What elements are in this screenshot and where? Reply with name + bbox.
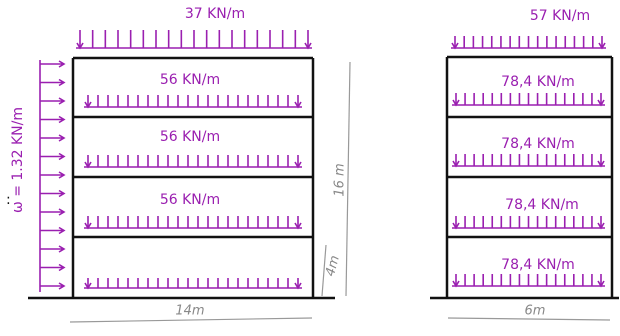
load-arrow	[40, 61, 64, 67]
load-label: 56 KN/m	[160, 192, 220, 208]
load-arrow	[40, 117, 64, 123]
load-label: 57 KN/m	[530, 8, 590, 24]
load-label: 56 KN/m	[160, 129, 220, 145]
load-label: 78,4 KN/m	[501, 74, 575, 90]
load-label: 56 KN/m	[160, 72, 220, 88]
load-arrow	[40, 172, 64, 178]
dimension-label: 16 m	[333, 163, 348, 196]
load-arrow	[40, 80, 64, 86]
width-dimension	[70, 318, 312, 322]
diagram: 37 KN/m 56 KN/m 56 KN/m 56 KN/m ω = 1.32…	[0, 0, 620, 336]
load-arrow	[40, 228, 64, 234]
load-label: ω = 1.32 KN/m	[10, 107, 26, 213]
side-mark: :	[6, 192, 11, 208]
load-label: 78,4 KN/m	[501, 136, 575, 152]
load-label: 37 KN/m	[185, 6, 245, 22]
dimension-label: 14m	[175, 304, 204, 319]
load-arrow	[40, 265, 64, 271]
load-arrow	[40, 154, 64, 160]
dimension-label: 6m	[525, 304, 546, 319]
load-arrow	[40, 246, 64, 252]
load-arrow	[40, 209, 64, 215]
load-label: 78,4 KN/m	[505, 197, 579, 213]
dimension-label: 4m	[323, 254, 343, 278]
load-arrow	[40, 98, 64, 104]
left-frame	[28, 58, 335, 298]
load-arrow	[40, 283, 64, 289]
load-arrow	[40, 191, 64, 197]
load-label: 78,4 KN/m	[501, 257, 575, 273]
load-arrow	[40, 135, 64, 141]
